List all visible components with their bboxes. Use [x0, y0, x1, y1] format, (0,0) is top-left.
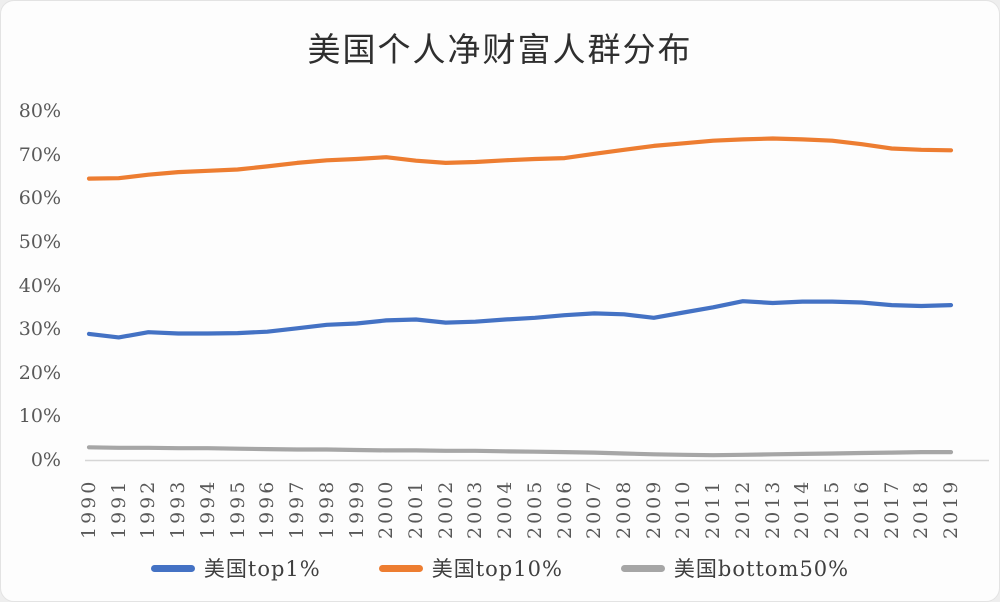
x-tick-label: 1999 — [345, 478, 368, 539]
chart-title: 美国个人净财富人群分布 — [307, 30, 693, 69]
x-tick-label: 1995 — [226, 478, 249, 539]
legend-item: 美国bottom50% — [620, 553, 850, 583]
x-tick-label: 1991 — [107, 478, 130, 539]
x-tick-label: 2004 — [494, 478, 517, 539]
y-tick-label: 30% — [18, 318, 61, 341]
legend-label: 美国top1% — [203, 557, 321, 581]
x-tick-label: 2008 — [613, 478, 636, 539]
legend-label: 美国bottom50% — [673, 557, 850, 581]
series-line-top10 — [86, 136, 954, 181]
y-tick-label: 0% — [30, 449, 61, 471]
x-tick-label: 2005 — [523, 478, 546, 539]
x-tick-label: 2017 — [880, 478, 903, 539]
x-tick-label: 2012 — [731, 478, 754, 539]
legend-label: 美国top10% — [431, 557, 563, 581]
x-tick-label: 2003 — [464, 478, 487, 539]
x-tick-label: 1996 — [256, 478, 279, 539]
x-tick-label: 1998 — [315, 478, 338, 539]
legend-item: 美国top1% — [150, 553, 321, 583]
legend: 美国top1% 美国top10% 美国bottom50% — [1, 553, 999, 583]
x-tick-label: 2016 — [850, 478, 873, 539]
x-tick-label: 2001 — [404, 478, 427, 539]
x-tick-label: 2009 — [642, 478, 665, 539]
x-tick-label: 2007 — [583, 478, 606, 539]
x-tick-label: 2018 — [910, 478, 933, 539]
y-tick-label: 70% — [18, 143, 61, 166]
x-tick-label: 2014 — [791, 478, 814, 539]
x-tick-label: 2015 — [821, 478, 844, 539]
legend-swatch-bottom50 — [620, 564, 665, 572]
x-tick-label: 2010 — [672, 478, 695, 539]
y-tick-label: 50% — [18, 230, 61, 253]
y-tick-label: 40% — [18, 274, 61, 297]
x-tick-label: 1990 — [78, 478, 100, 539]
x-tick-label: 1997 — [286, 478, 309, 539]
x-tick-label: 2011 — [702, 478, 725, 539]
x-tick-label: 2000 — [375, 478, 398, 539]
legend-swatch-top10 — [378, 564, 423, 572]
x-tick-label: 1994 — [196, 478, 219, 539]
x-tick-label: 2019 — [940, 478, 962, 539]
y-tick-label: 20% — [18, 361, 61, 384]
legend-item: 美国top10% — [378, 553, 563, 583]
x-tick-label: 2002 — [434, 478, 457, 539]
x-tick-label: 1992 — [137, 478, 160, 539]
x-tick-label: 2013 — [761, 478, 784, 539]
y-tick-label: 10% — [18, 405, 61, 428]
y-tick-label: 60% — [18, 187, 61, 210]
x-tick-label: 1993 — [167, 478, 190, 539]
legend-swatch-top1 — [150, 564, 195, 572]
x-tick-label: 2006 — [553, 478, 576, 539]
series-line-top1 — [86, 299, 954, 340]
series-line-bottom50 — [86, 445, 954, 458]
y-tick-label: 80% — [18, 100, 61, 122]
